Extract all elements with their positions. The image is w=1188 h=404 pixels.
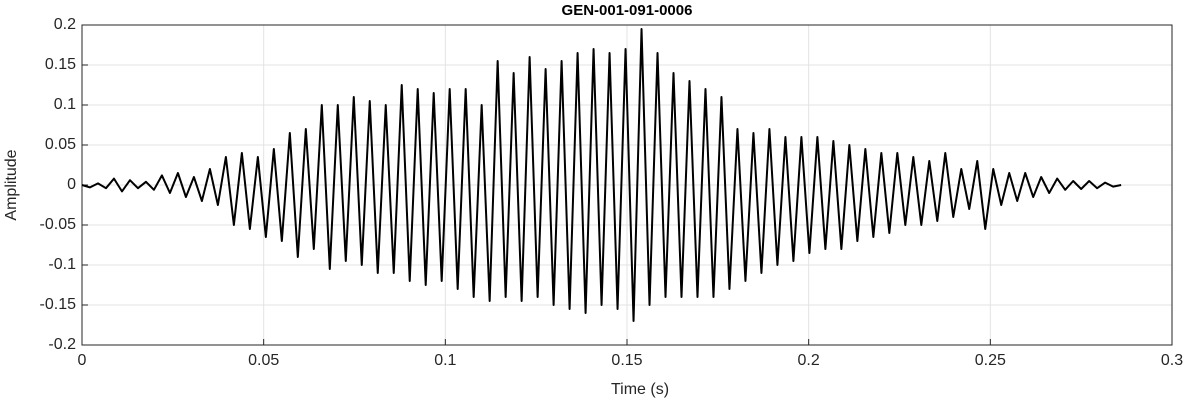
y-tick-label: -0.15 xyxy=(40,296,77,313)
chart-title: GEN-001-091-0006 xyxy=(562,2,693,19)
x-tick-label: 0.1 xyxy=(434,352,456,369)
y-tick-label: 0.2 xyxy=(54,16,76,33)
waveform-line xyxy=(81,28,1122,322)
x-tick-label: 0.05 xyxy=(248,352,279,369)
x-tick-label: 0 xyxy=(78,352,87,369)
y-tick-label: -0.1 xyxy=(48,256,76,273)
y-tick-label: 0.1 xyxy=(54,96,76,113)
x-tick-label: 0.3 xyxy=(1161,352,1183,369)
y-tick-label: -0.2 xyxy=(48,336,76,353)
x-tick-label: 0.15 xyxy=(611,352,642,369)
y-axis-label: Amplitude xyxy=(3,149,20,220)
y-tick-label: 0.05 xyxy=(45,136,76,153)
x-tick-label: 0.2 xyxy=(798,352,820,369)
y-tick-label: -0.05 xyxy=(40,216,77,233)
y-tick-label: 0.15 xyxy=(45,56,76,73)
y-tick-label: 0 xyxy=(67,176,76,193)
x-tick-label: 0.25 xyxy=(975,352,1006,369)
x-axis-label: Time (s) xyxy=(611,381,669,398)
